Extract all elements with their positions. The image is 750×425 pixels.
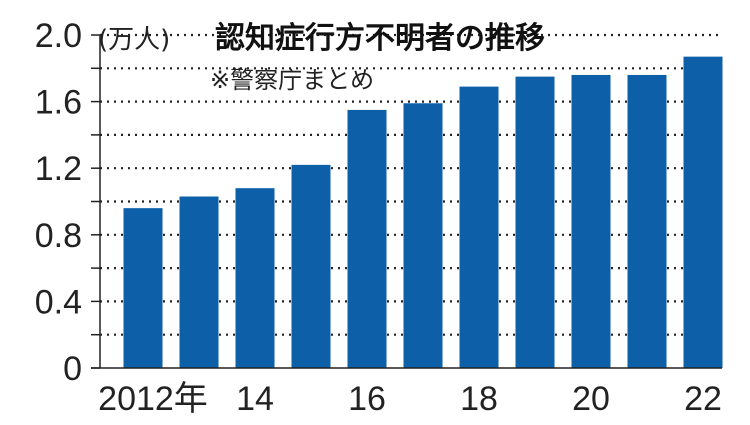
- bar-2015: [291, 164, 331, 368]
- bar-2012: [123, 208, 163, 368]
- y-tick-label: 1.6: [35, 84, 82, 122]
- bar-2021: [627, 74, 667, 369]
- bar-2017: [403, 103, 443, 368]
- bar-2013: [179, 196, 219, 368]
- bar-2020: [571, 74, 611, 369]
- x-tick-label: 22: [684, 380, 722, 418]
- x-tick-label: 16: [348, 380, 386, 418]
- bar-2022: [683, 56, 723, 369]
- bars: [123, 56, 723, 369]
- gridlines: [100, 33, 722, 336]
- y-axis: 0 0.4 0.8 1.2 1.6 2.0: [35, 17, 101, 388]
- chart-title: 認知症行方不明者の推移: [215, 21, 545, 56]
- y-tick-label: 0: [63, 350, 82, 388]
- x-tick-label: 18: [460, 380, 498, 418]
- y-tick-label: 2.0: [35, 17, 82, 55]
- bar-2014: [235, 188, 275, 368]
- x-axis: 2012年 14 16 18 20 22: [91, 367, 722, 418]
- x-tick-label: 2012年: [98, 380, 208, 418]
- y-tick-label: 0.8: [35, 217, 82, 255]
- bar-2016: [347, 109, 387, 369]
- x-tick-label: 20: [572, 380, 610, 418]
- x-tick-label: 14: [236, 380, 274, 418]
- y-unit-label: (万人): [98, 25, 170, 55]
- y-tick-label: 1.2: [35, 150, 82, 188]
- source-note: ※警察庁まとめ: [210, 66, 374, 94]
- bar-2019: [515, 76, 555, 368]
- y-tick-label: 0.4: [35, 283, 82, 321]
- bar-2018: [459, 86, 499, 369]
